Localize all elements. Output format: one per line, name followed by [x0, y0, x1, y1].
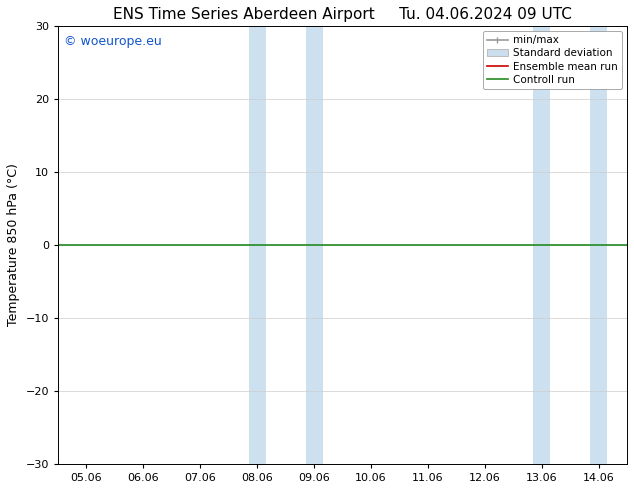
- Bar: [306, 26, 323, 464]
- Bar: [533, 26, 550, 464]
- Legend: min/max, Standard deviation, Ensemble mean run, Controll run: min/max, Standard deviation, Ensemble me…: [482, 31, 622, 89]
- Title: ENS Time Series Aberdeen Airport     Tu. 04.06.2024 09 UTC: ENS Time Series Aberdeen Airport Tu. 04.…: [113, 7, 572, 22]
- Y-axis label: Temperature 850 hPa (°C): Temperature 850 hPa (°C): [7, 164, 20, 326]
- Text: © woeurope.eu: © woeurope.eu: [64, 35, 162, 48]
- Bar: [590, 26, 607, 464]
- Bar: [249, 26, 266, 464]
